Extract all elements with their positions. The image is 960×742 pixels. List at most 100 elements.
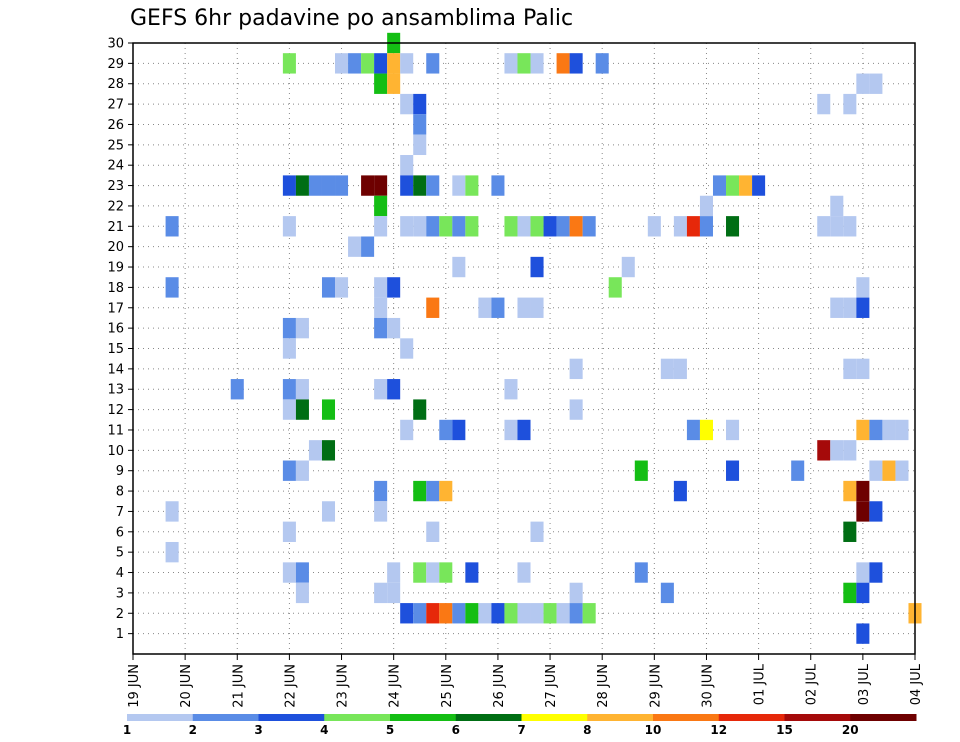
heatmap-cell (400, 93, 414, 115)
heatmap-cell (843, 582, 857, 604)
legend-swatch (390, 714, 457, 721)
heatmap-cell (374, 501, 388, 522)
heatmap-cell (439, 562, 453, 583)
heatmap-cell (504, 379, 518, 400)
x-tick-label: 19 JUN (127, 664, 142, 708)
heatmap-cell (465, 175, 479, 196)
heatmap-cell (830, 216, 844, 237)
heatmap-cell (452, 603, 466, 624)
heatmap-cell (165, 216, 179, 237)
heatmap-cell (361, 53, 375, 74)
heatmap-cell (308, 440, 322, 461)
y-tick-label: 24 (107, 159, 124, 174)
heatmap-cell (791, 460, 805, 481)
x-tick-label: 26 JUN (492, 664, 507, 708)
heatmap-cell (517, 562, 531, 583)
heatmap-cell (426, 216, 440, 237)
heatmap-cell (387, 379, 401, 400)
heatmap-cell (439, 419, 453, 441)
heatmap-cell (282, 175, 296, 196)
heatmap-cell (439, 603, 453, 624)
heatmap-cell (400, 338, 414, 359)
legend-label: 4 (320, 723, 328, 737)
heatmap-cell (673, 358, 687, 380)
heatmap-cell (452, 216, 466, 237)
heatmap-cell (530, 216, 544, 237)
heatmap-cell (491, 297, 505, 318)
heatmap-cell (348, 236, 362, 257)
heatmap-cell (452, 175, 466, 196)
y-tick-label: 28 (107, 77, 124, 92)
heatmap-cell (282, 460, 296, 481)
x-tick-label: 29 JUN (648, 664, 663, 708)
heatmap-cell (413, 93, 427, 115)
heatmap-cell (556, 53, 570, 74)
legend-swatch (127, 714, 194, 721)
y-tick-label: 20 (107, 240, 124, 255)
heatmap-cell (530, 53, 544, 74)
heatmap-cell (843, 93, 857, 115)
heatmap-cell (321, 175, 336, 196)
y-tick-label: 2 (116, 607, 124, 622)
heatmap-cell (830, 195, 844, 217)
legend-label: 15 (776, 723, 793, 737)
y-tick-label: 13 (107, 383, 124, 398)
y-tick-label: 15 (107, 342, 124, 357)
heatmap-cell (726, 216, 740, 237)
x-tick-label: 20 JUN (179, 664, 194, 708)
heatmap-cell (426, 175, 440, 196)
heatmap-cell (595, 53, 609, 74)
heatmap-cell (400, 216, 414, 237)
y-tick-label: 14 (107, 362, 124, 377)
heatmap-cell (413, 562, 427, 583)
x-tick-label: 28 JUN (596, 664, 611, 708)
y-tick-label: 16 (107, 322, 124, 337)
legend-label: 6 (452, 723, 460, 737)
legend-swatch (587, 714, 654, 721)
heatmap-cell (465, 562, 479, 583)
heatmap-cell (387, 277, 401, 298)
heatmap-cell (856, 562, 870, 583)
heatmap-cell (426, 521, 440, 542)
heatmap-cell (413, 134, 427, 156)
heatmap-cell (361, 175, 375, 196)
heatmap-cell (582, 603, 596, 624)
y-tick-label: 1 (116, 627, 124, 642)
legend-label: 3 (254, 723, 262, 737)
y-tick-label: 6 (116, 525, 124, 540)
heatmap-cell (582, 216, 596, 237)
heatmap-cell (165, 501, 179, 522)
x-tick-label: 22 JUN (283, 664, 298, 708)
heatmap-cell (504, 603, 518, 624)
heatmap-cell (439, 216, 453, 237)
heatmap-cell (321, 277, 336, 298)
heatmap-cell (856, 623, 870, 644)
legend-swatch (653, 714, 720, 721)
heatmap-cell (165, 277, 179, 298)
heatmap-cell (699, 419, 713, 441)
heatmap-cell (321, 501, 336, 522)
heatmap-cell (374, 379, 388, 400)
heatmap-cell (895, 460, 909, 481)
heatmap-cell (387, 73, 401, 94)
heatmap-cell (843, 440, 857, 461)
heatmap-cell (517, 297, 531, 318)
heatmap-cell (374, 297, 388, 318)
heatmap-cell (321, 440, 336, 461)
heatmap-cell (843, 297, 857, 318)
heatmap-cell (295, 460, 309, 481)
heatmap-cell (608, 277, 622, 298)
legend-label: 12 (710, 723, 727, 737)
heatmap-cell (413, 216, 427, 237)
heatmap-cell (491, 603, 505, 624)
heatmap-cell (295, 582, 309, 604)
heatmap-cell (686, 419, 700, 441)
x-tick-label: 27 JUN (544, 664, 559, 708)
heatmap-cell (686, 216, 700, 237)
heatmap-cell (895, 419, 909, 441)
heatmap-cell (400, 53, 414, 74)
y-tick-label: 22 (107, 199, 124, 214)
heatmap-cell (426, 53, 440, 74)
heatmap-cell (856, 358, 870, 380)
